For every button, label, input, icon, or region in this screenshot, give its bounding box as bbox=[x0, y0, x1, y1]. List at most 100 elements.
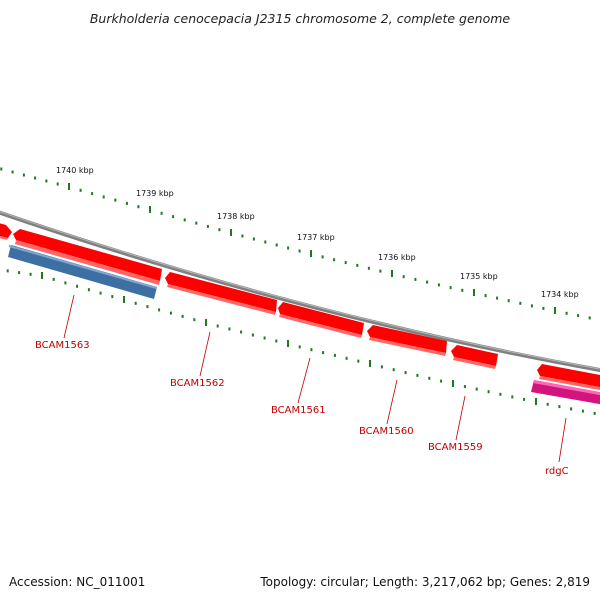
outer-scale-tick bbox=[183, 218, 186, 222]
gene-bar-bcam1560 bbox=[367, 325, 447, 356]
inner-scale-tick bbox=[535, 398, 537, 405]
gene-label-bcam1562: BCAM1562 bbox=[170, 378, 225, 389]
inner-scale-tick bbox=[298, 345, 301, 349]
inner-scale-tick bbox=[41, 272, 43, 279]
inner-scale-tick bbox=[440, 379, 443, 383]
gene-label-bcam1560: BCAM1560 bbox=[359, 426, 414, 437]
outer-scale-tick bbox=[379, 269, 382, 273]
inner-scale-tick bbox=[169, 311, 172, 315]
outer-scale-tick bbox=[68, 183, 70, 190]
scale-label-1734: 1734 kbp bbox=[541, 290, 579, 299]
outer-scale-tick bbox=[310, 250, 312, 257]
outer-scale-tick bbox=[473, 289, 475, 296]
outer-scale-tick bbox=[252, 237, 255, 241]
outer-scale-tick bbox=[0, 167, 3, 171]
outer-scale-tick bbox=[414, 277, 417, 281]
gene-bar-bcam1563 bbox=[8, 245, 157, 299]
inner-scale-tick bbox=[251, 333, 254, 337]
outer-scale-tick bbox=[114, 198, 117, 202]
scale-label-1736: 1736 kbp bbox=[378, 253, 416, 262]
inner-scale-tick bbox=[392, 368, 395, 372]
inner-scale-tick bbox=[146, 305, 149, 309]
outer-scale-tick bbox=[137, 205, 140, 209]
inner-scale-tick bbox=[76, 284, 79, 288]
inner-scale-tick bbox=[581, 409, 584, 413]
outer-scale-tick bbox=[218, 228, 221, 232]
gene-bar-bcam1559 bbox=[451, 345, 498, 369]
gene-leader-lines bbox=[63, 294, 567, 463]
outer-scale-tick bbox=[125, 201, 128, 205]
outer-scale-tick bbox=[275, 243, 278, 247]
inner-scale-tick bbox=[64, 281, 67, 285]
outer-scale-tick bbox=[298, 249, 301, 253]
outer-scale-tick bbox=[577, 314, 580, 318]
inner-scale-tick bbox=[216, 324, 219, 328]
inner-scale-tick bbox=[593, 411, 596, 415]
outer-scale-tick bbox=[356, 263, 359, 267]
outer-scale-tick bbox=[333, 258, 336, 262]
inner-scale-tick bbox=[428, 376, 431, 380]
gene-label-bcam1561: BCAM1561 bbox=[271, 405, 326, 416]
inner-scale-tick bbox=[29, 272, 32, 276]
outer-scale-tick bbox=[206, 224, 209, 228]
inner-scale-tick bbox=[134, 301, 137, 305]
chromosome-backbone-highlight bbox=[0, 211, 600, 370]
outer-scale-tick bbox=[496, 296, 499, 300]
outer-scale-tick bbox=[160, 211, 163, 215]
inner-scale-ticks bbox=[6, 269, 596, 415]
inner-scale-tick bbox=[18, 271, 21, 275]
outer-scale-tick bbox=[542, 306, 545, 310]
inner-scale-tick bbox=[333, 353, 336, 357]
outer-scale-tick bbox=[507, 299, 510, 303]
gene-bar-bcam1563-fwd bbox=[13, 229, 162, 285]
inner-scale-tick bbox=[181, 314, 184, 318]
inner-scale-tick bbox=[6, 269, 9, 273]
inner-scale-tick bbox=[487, 390, 490, 394]
inner-scale-tick bbox=[570, 407, 573, 411]
outer-scale-tick bbox=[230, 229, 232, 236]
outer-scale-tick bbox=[56, 182, 59, 186]
inner-scale-tick bbox=[452, 380, 454, 387]
outer-scale-tick bbox=[344, 261, 347, 265]
inner-scale-tick bbox=[87, 288, 90, 292]
inner-scale-tick bbox=[558, 405, 561, 409]
inner-scale-tick bbox=[546, 402, 549, 406]
gene-bar-leftedge bbox=[0, 223, 12, 240]
outer-scale-tick bbox=[241, 234, 244, 238]
gene-labels: BCAM1563 BCAM1562 BCAM1561 BCAM1560 BCAM… bbox=[35, 340, 569, 477]
inner-scale-tick bbox=[158, 308, 161, 312]
outer-scale-tick bbox=[426, 280, 429, 284]
outer-scale-tick bbox=[565, 311, 568, 315]
outer-scale-tick bbox=[530, 304, 533, 308]
inner-scale-tick bbox=[416, 373, 419, 377]
scale-label-1737: 1737 kbp bbox=[297, 233, 335, 242]
outer-scale-tick bbox=[91, 192, 94, 196]
scale-label-1738: 1738 kbp bbox=[217, 212, 255, 221]
outer-scale-tick bbox=[264, 240, 267, 244]
outer-scale-tick bbox=[79, 188, 82, 192]
gene-bar-rdgc bbox=[531, 380, 600, 405]
outer-scale-tick bbox=[195, 221, 198, 225]
outer-scale-tick bbox=[367, 266, 370, 270]
scale-label-1739: 1739 kbp bbox=[136, 189, 174, 198]
inner-scale-tick bbox=[263, 336, 266, 340]
outer-scale-tick bbox=[402, 275, 405, 279]
inner-scale-tick bbox=[99, 291, 102, 295]
inner-scale-tick bbox=[345, 356, 348, 360]
inner-scale-tick bbox=[369, 360, 371, 367]
outer-scale-tick bbox=[588, 316, 591, 320]
inner-scale-tick bbox=[228, 327, 231, 331]
inner-scale-tick bbox=[240, 330, 243, 334]
inner-scale-tick bbox=[523, 397, 526, 401]
inner-scale-tick bbox=[287, 340, 289, 347]
outer-scale-tick bbox=[34, 176, 37, 180]
gene-bar-bcam1562 bbox=[165, 272, 277, 315]
outer-scale-ticks bbox=[0, 167, 591, 320]
outer-scale-tick bbox=[172, 215, 175, 219]
inner-scale-tick bbox=[322, 351, 325, 355]
inner-scale-tick bbox=[111, 295, 114, 299]
inner-scale-tick bbox=[511, 395, 514, 399]
outer-scale-tick bbox=[391, 270, 393, 277]
inner-scale-tick bbox=[52, 277, 55, 281]
